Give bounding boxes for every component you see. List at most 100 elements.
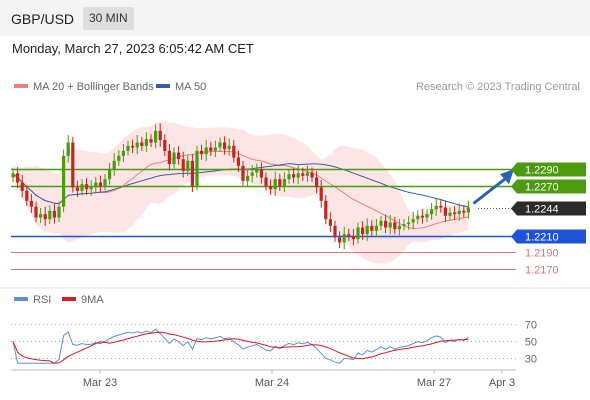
candle-body [365,225,369,235]
candle [181,151,185,178]
timestamp-label: Monday, March 27, 2023 6:05:42 AM CET [12,41,254,56]
candle [255,163,259,178]
candle [370,220,374,236]
candle [384,214,388,234]
candle [287,169,291,184]
candle [430,202,434,220]
candle-body [177,152,181,160]
ma50-legend-label: MA 50 [175,81,206,93]
price-levels [11,168,516,270]
candle [131,139,135,154]
candle [301,167,305,181]
candle-body [75,187,79,191]
candle-body [163,140,167,151]
x-tick-label: Mar 24 [255,377,289,389]
candle [75,180,79,198]
level-tag-1.2244 [517,201,586,216]
rsi-level-label-70: 70 [525,320,537,332]
candle [167,143,171,171]
candle [443,200,447,223]
rsi-ma-legend-label: 9MA [81,294,104,306]
candle [177,146,181,165]
candle-body [140,142,144,146]
candle [356,222,360,244]
candle-body [241,165,245,181]
candle [11,168,15,182]
candle-body [425,214,429,218]
candle-body [259,169,263,178]
rsi-legend-label: RSI [33,294,51,306]
candle-body [135,142,139,148]
candle [89,180,93,196]
candle [57,201,61,222]
candle-body [29,200,33,207]
candle-body [167,150,171,165]
candle [269,179,273,195]
candle [154,124,158,149]
candle [296,165,300,185]
candle-body [388,222,392,228]
candle-body [443,207,447,216]
rsi-level-label-50: 50 [525,337,537,349]
candle-body [144,139,148,146]
candle-body [112,160,116,170]
x-axis: Mar 23 Mar 24 Mar 27 Apr 3 [11,369,516,389]
rsi-line [12,328,469,364]
candle-body [466,207,470,213]
candle [126,140,130,156]
level-tag-pointer [511,162,517,177]
watermark: Research © 2023 Trading Central [416,81,580,93]
symbol-label: GBP/USD [11,11,75,27]
candle-body [34,206,38,218]
level-tag-pointer [511,179,517,194]
candle-body [292,174,296,178]
candle-body [213,147,217,151]
candle [200,144,204,160]
timeframe-button[interactable]: 30 MIN [83,7,134,30]
level-label-1.2210: 1.2210 [525,232,559,244]
candle [29,193,33,213]
candle-body [370,225,374,231]
level-label-1.2170: 1.2170 [525,265,559,277]
x-tick-label: Apr 3 [489,377,515,389]
candle [236,150,240,173]
candle-body [255,169,259,173]
candle [319,180,323,208]
candle-body [374,225,378,231]
candle-body [246,175,250,181]
candle-body [457,210,461,215]
candle-body [416,215,420,220]
candle-body [57,206,61,218]
level-tag-1.2210 [517,229,586,244]
candle [305,165,309,183]
candle [241,160,245,186]
candle-body [195,150,199,186]
candle [388,215,392,235]
candle-body [149,139,153,143]
candle [379,215,383,231]
candle [66,135,70,163]
candle-body [186,160,190,171]
ma20-legend-label: MA 20 + Bollinger Bands [33,81,154,93]
candle [425,209,429,222]
candle [328,212,332,233]
candle [324,195,328,225]
candle-body [448,212,452,216]
candle-body [250,172,254,176]
forecast-arrow [472,169,514,205]
level-tag-pointer [511,229,517,244]
candle-body [402,224,406,226]
candle-body [462,210,466,213]
x-tick-label: Mar 23 [83,377,117,389]
candle-body [384,220,388,228]
candle [374,218,378,238]
candle-body [338,237,342,243]
candle-body [25,190,29,201]
candle [411,211,415,230]
candle-body [411,219,415,223]
x-tick-label: Mar 27 [417,377,451,389]
candle-body [282,179,286,186]
candle-body [204,147,208,155]
chart-header: GBP/USD 30 MIN [0,0,590,36]
candle [186,155,190,176]
